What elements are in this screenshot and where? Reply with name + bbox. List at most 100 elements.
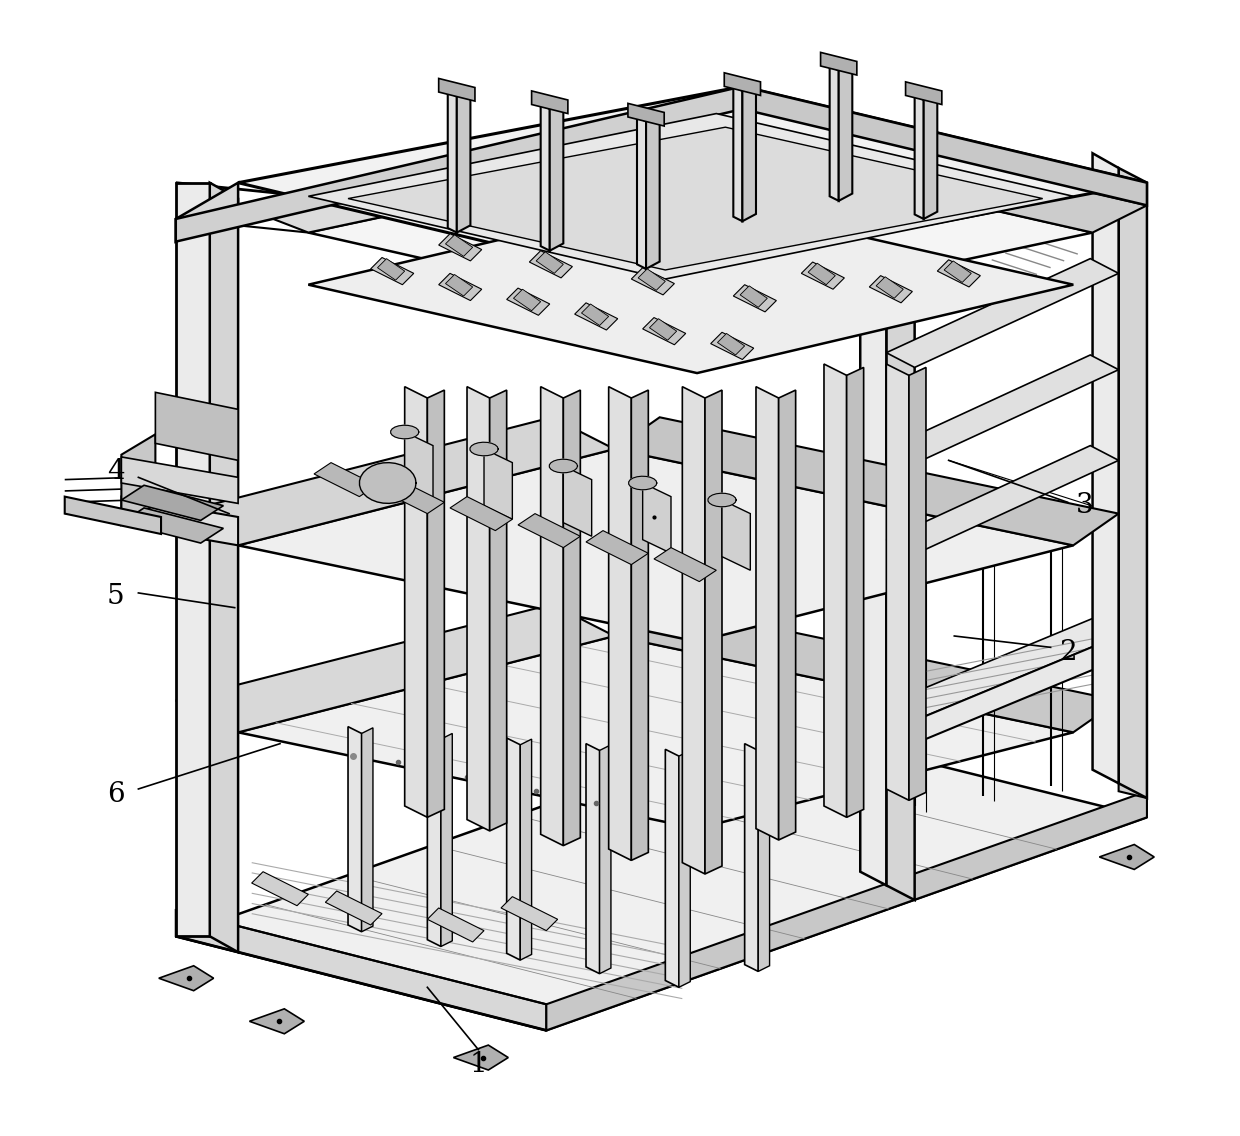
Polygon shape xyxy=(210,183,238,952)
Polygon shape xyxy=(642,318,686,344)
Polygon shape xyxy=(428,733,441,946)
Text: 3: 3 xyxy=(1076,492,1094,519)
Polygon shape xyxy=(501,896,558,930)
Polygon shape xyxy=(587,744,600,974)
Polygon shape xyxy=(733,86,743,222)
Polygon shape xyxy=(1100,844,1154,869)
Polygon shape xyxy=(507,289,549,316)
Polygon shape xyxy=(176,910,547,1030)
Text: 6: 6 xyxy=(107,782,124,808)
Polygon shape xyxy=(549,102,563,251)
Polygon shape xyxy=(450,496,512,531)
Polygon shape xyxy=(823,364,847,817)
Polygon shape xyxy=(631,268,675,295)
Polygon shape xyxy=(924,93,937,219)
Polygon shape xyxy=(563,390,580,845)
Polygon shape xyxy=(238,86,1147,279)
Polygon shape xyxy=(441,734,453,946)
Polygon shape xyxy=(847,367,863,817)
Polygon shape xyxy=(238,636,1074,828)
Polygon shape xyxy=(325,891,382,925)
Polygon shape xyxy=(176,183,210,936)
Polygon shape xyxy=(724,73,760,95)
Polygon shape xyxy=(176,86,743,242)
Text: 4: 4 xyxy=(107,458,124,485)
Polygon shape xyxy=(536,252,563,274)
Polygon shape xyxy=(428,390,444,817)
Polygon shape xyxy=(252,871,309,905)
Polygon shape xyxy=(713,119,1147,233)
Polygon shape xyxy=(642,483,671,553)
Polygon shape xyxy=(587,531,649,565)
Polygon shape xyxy=(718,334,745,354)
Polygon shape xyxy=(937,260,981,287)
Polygon shape xyxy=(532,91,568,114)
Polygon shape xyxy=(445,235,472,257)
Polygon shape xyxy=(122,485,223,520)
Polygon shape xyxy=(484,449,512,519)
Polygon shape xyxy=(445,275,472,296)
Polygon shape xyxy=(490,390,507,830)
Polygon shape xyxy=(915,95,924,219)
Polygon shape xyxy=(756,386,779,840)
Polygon shape xyxy=(650,319,677,340)
Polygon shape xyxy=(122,434,155,525)
Polygon shape xyxy=(122,496,238,545)
Polygon shape xyxy=(909,367,926,800)
Polygon shape xyxy=(541,105,549,251)
Polygon shape xyxy=(639,269,666,291)
Polygon shape xyxy=(404,386,428,817)
Polygon shape xyxy=(740,286,768,308)
Polygon shape xyxy=(627,103,665,126)
Polygon shape xyxy=(159,966,213,991)
Text: 1: 1 xyxy=(470,1051,487,1078)
Polygon shape xyxy=(682,386,706,874)
Polygon shape xyxy=(518,513,580,548)
Polygon shape xyxy=(743,86,1147,206)
Polygon shape xyxy=(155,392,238,460)
Polygon shape xyxy=(454,1045,508,1070)
Polygon shape xyxy=(905,82,942,105)
Polygon shape xyxy=(944,261,971,283)
Polygon shape xyxy=(382,479,444,513)
Polygon shape xyxy=(541,386,563,845)
Polygon shape xyxy=(309,147,1092,319)
Polygon shape xyxy=(456,90,470,233)
Polygon shape xyxy=(877,277,903,299)
Polygon shape xyxy=(470,442,498,456)
Polygon shape xyxy=(404,432,433,502)
Polygon shape xyxy=(887,364,909,800)
Polygon shape xyxy=(507,738,521,960)
Polygon shape xyxy=(176,417,614,545)
Polygon shape xyxy=(371,258,414,285)
Polygon shape xyxy=(743,84,756,222)
Polygon shape xyxy=(1118,636,1147,799)
Polygon shape xyxy=(122,457,238,503)
Polygon shape xyxy=(467,386,490,830)
Polygon shape xyxy=(348,727,362,932)
Polygon shape xyxy=(309,114,1074,279)
Polygon shape xyxy=(574,303,618,331)
Polygon shape xyxy=(808,264,836,285)
Polygon shape xyxy=(629,476,657,490)
Polygon shape xyxy=(513,290,541,311)
Polygon shape xyxy=(666,750,680,987)
Polygon shape xyxy=(646,115,660,269)
Polygon shape xyxy=(521,740,532,960)
Polygon shape xyxy=(779,390,796,840)
Polygon shape xyxy=(360,462,415,503)
Polygon shape xyxy=(708,493,737,507)
Polygon shape xyxy=(653,548,717,582)
Polygon shape xyxy=(838,64,852,201)
Polygon shape xyxy=(887,636,1147,744)
Polygon shape xyxy=(348,127,1043,270)
Polygon shape xyxy=(887,215,915,900)
Polygon shape xyxy=(238,119,713,233)
Polygon shape xyxy=(758,745,770,971)
Polygon shape xyxy=(549,459,578,473)
Polygon shape xyxy=(706,390,722,874)
Polygon shape xyxy=(609,386,631,860)
Polygon shape xyxy=(448,92,456,233)
Polygon shape xyxy=(314,462,377,496)
Polygon shape xyxy=(614,417,1118,545)
